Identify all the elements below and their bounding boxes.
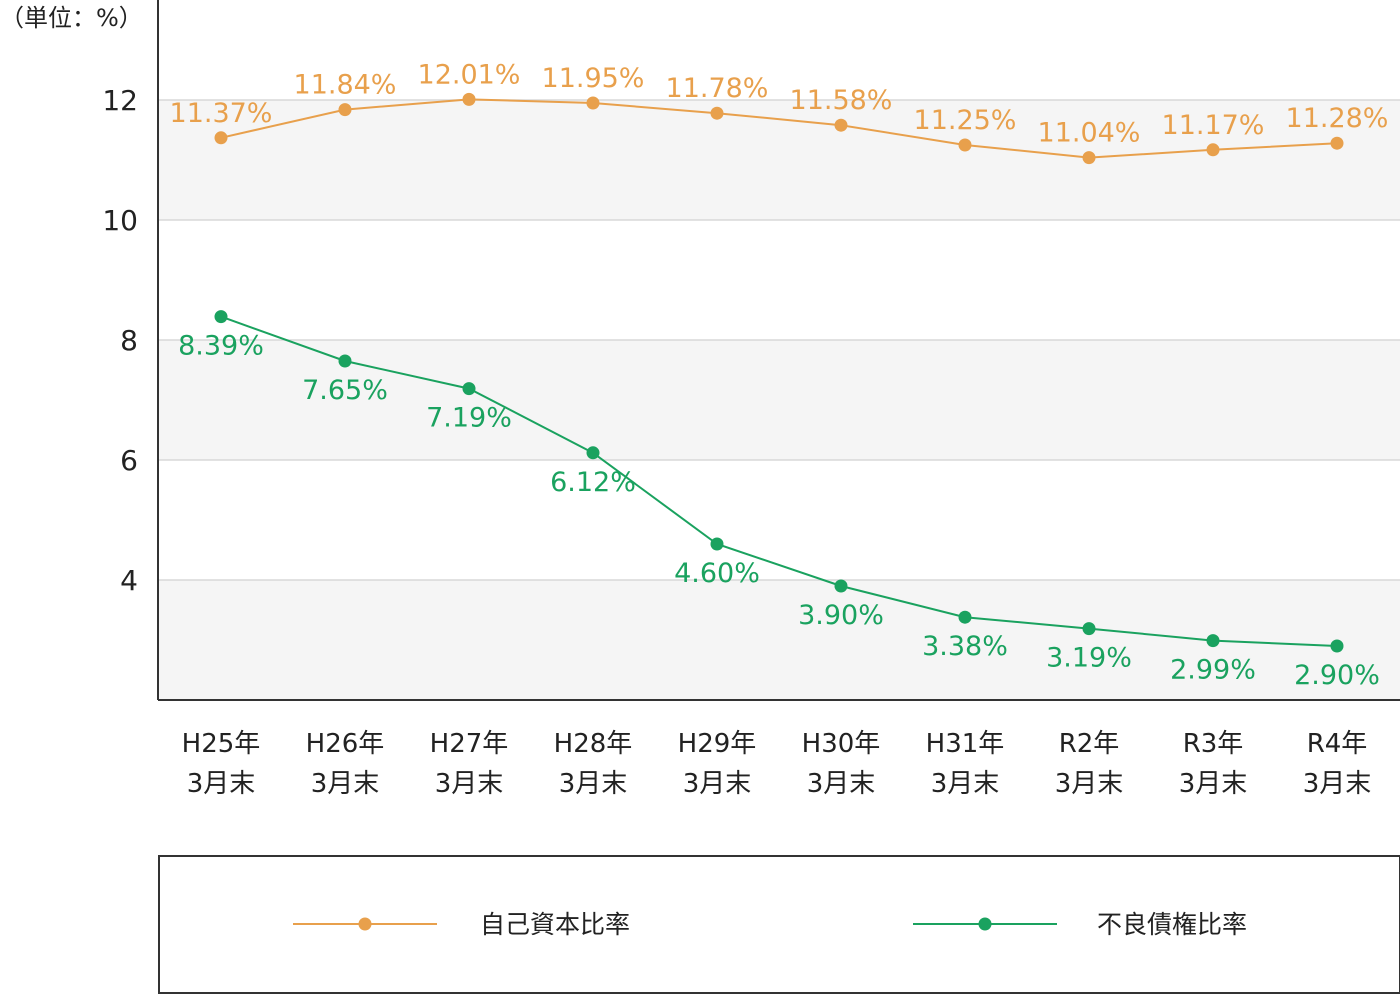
data-label: 12.01% <box>418 59 521 90</box>
data-point <box>1082 151 1096 165</box>
data-label: 11.28% <box>1286 103 1389 134</box>
data-point <box>1206 143 1220 157</box>
x-tick-label: H26年 3月末 <box>306 729 385 799</box>
series-line <box>220 315 1338 647</box>
data-point <box>1082 622 1096 636</box>
data-label: 7.19% <box>426 403 512 434</box>
unit-label: （単位：%） <box>0 4 143 32</box>
data-label: 2.99% <box>1170 655 1256 686</box>
data-label: 11.17% <box>1162 110 1265 141</box>
y-tick-label: 6 <box>120 444 138 477</box>
plot-band <box>158 340 1400 460</box>
x-tick-label: R2年 3月末 <box>1055 729 1124 799</box>
legend-marker <box>978 917 992 931</box>
y-tick-label: 8 <box>120 324 138 357</box>
data-point <box>958 610 972 624</box>
data-label: 3.38% <box>922 631 1008 662</box>
data-point <box>834 118 848 132</box>
y-tick-label: 12 <box>102 84 138 117</box>
data-point <box>586 96 600 110</box>
x-tick-label: R4年 3月末 <box>1303 729 1372 799</box>
data-label: 11.58% <box>790 85 893 116</box>
data-label: 3.90% <box>798 600 884 631</box>
x-tick-label: H29年 3月末 <box>678 729 757 799</box>
data-point <box>834 579 848 593</box>
legend-marker <box>358 917 372 931</box>
data-label: 11.37% <box>170 98 273 129</box>
data-point <box>338 354 352 368</box>
series-points <box>214 92 1344 653</box>
data-label: 4.60% <box>674 558 760 589</box>
x-tick-label: H31年 3月末 <box>926 729 1005 799</box>
data-label: 11.78% <box>666 73 769 104</box>
data-point <box>1206 634 1220 648</box>
x-axis-ticks: H25年 3月末 H26年 3月末 H27年 3月末 H28年 3月末 H29年 3月末 H30年 3… <box>182 729 1372 799</box>
series-lines <box>220 98 1338 647</box>
data-point <box>586 446 600 460</box>
data-label: 6.12% <box>550 467 636 498</box>
x-tick-label: H30年 3月末 <box>802 729 881 799</box>
legend-label: 自己資本比率 <box>480 910 630 939</box>
x-tick-label: H25年 3月末 <box>182 729 261 799</box>
data-label: 11.04% <box>1038 118 1141 149</box>
data-label: 11.95% <box>542 63 645 94</box>
x-tick-label: R3年 3月末 <box>1179 729 1248 799</box>
data-point <box>214 131 228 145</box>
data-labels: 11.37% 11.84% 12.01% 11.95% 11.78% 11.58% 11.2… <box>170 59 1389 691</box>
x-tick-label: H28年 3月末 <box>554 729 633 799</box>
data-point <box>1330 639 1344 653</box>
x-tick-label: H27年 3月末 <box>430 729 509 799</box>
plot-band <box>158 580 1400 700</box>
data-label: 11.25% <box>914 105 1017 136</box>
axes <box>157 0 1400 701</box>
y-tick-label: 4 <box>120 564 138 597</box>
data-point <box>338 103 352 117</box>
data-label: 3.19% <box>1046 643 1132 674</box>
y-tick-label: 10 <box>102 204 138 237</box>
data-point <box>462 92 476 106</box>
data-label: 2.90% <box>1294 660 1380 691</box>
data-point <box>710 106 724 120</box>
y-axis-ticks: 4 6 8 10 12 <box>102 84 138 597</box>
legend-label: 不良債権比率 <box>1097 910 1247 939</box>
data-point <box>710 537 724 551</box>
data-point <box>462 382 476 396</box>
data-point <box>214 310 228 324</box>
data-label: 11.84% <box>294 70 397 101</box>
data-point <box>1330 136 1344 150</box>
gridlines <box>158 99 1400 581</box>
data-label: 8.39% <box>178 331 264 362</box>
data-label: 7.65% <box>302 375 388 406</box>
series-line <box>220 98 1338 159</box>
data-point <box>958 138 972 152</box>
legend: 自己資本比率 不良債権比率 <box>158 855 1400 994</box>
